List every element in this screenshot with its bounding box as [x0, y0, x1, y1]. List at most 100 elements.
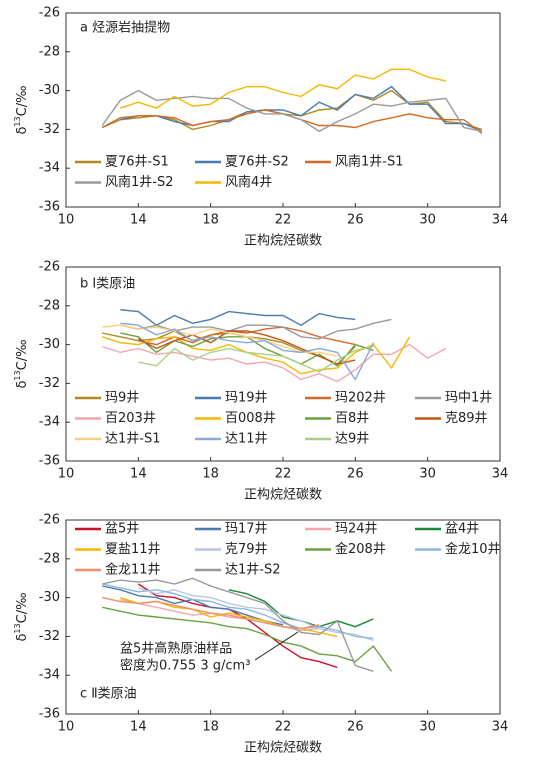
y-axis-label: δ13C/‰	[13, 85, 30, 134]
x-tick-label: 18	[202, 720, 219, 735]
series-line	[137, 583, 338, 669]
panel-title: b Ⅰ类原油	[80, 277, 135, 292]
y-tick-label: -26	[39, 6, 60, 21]
x-tick-label: 30	[419, 720, 436, 735]
y-tick-label: -30	[39, 337, 60, 352]
legend-label: 玛17井	[225, 522, 268, 537]
series-line	[101, 336, 411, 375]
x-tick-label: 18	[202, 467, 219, 482]
x-tick-label: 34	[492, 720, 509, 735]
series-line	[120, 85, 483, 132]
y-tick-label: -30	[39, 83, 60, 98]
legend-label: 玛19井	[225, 391, 268, 406]
x-tick-label: 30	[419, 467, 436, 482]
legend-label: 玛9井	[105, 391, 139, 406]
y-tick-label: -36	[39, 707, 60, 722]
legend-label: 盆5井	[105, 522, 139, 537]
y-tick-label: -28	[39, 44, 60, 59]
series-line	[101, 89, 483, 133]
legend-label: 达9井	[335, 432, 369, 447]
x-tick-label: 14	[130, 720, 147, 735]
y-tick-label: -32	[39, 122, 60, 137]
panel-title: c Ⅱ类原油	[80, 687, 137, 702]
series-line	[120, 309, 356, 327]
series-line	[102, 577, 374, 672]
y-tick-label: -34	[39, 668, 60, 683]
y-tick-label: -28	[39, 298, 60, 313]
legend-label: 盆4井	[445, 522, 479, 537]
legend-label: 克79井	[225, 542, 268, 557]
legend-label: 达11井	[225, 432, 268, 447]
y-axis-label: δ13C/‰	[13, 339, 30, 388]
legend-label: 风南4井	[225, 174, 272, 190]
y-axis-label-part: C/‰	[15, 339, 30, 370]
y-tick-label: -30	[39, 590, 60, 605]
x-tick-label: 14	[130, 213, 147, 228]
annotation-arrow	[254, 631, 299, 661]
series-line	[120, 322, 375, 381]
series-line	[102, 583, 374, 639]
x-tick-label: 22	[275, 213, 292, 228]
x-axis-label: 正构烷烃碳数	[244, 741, 322, 756]
legend-label: 玛中1井	[445, 391, 492, 406]
y-axis-label-part: C/‰	[15, 592, 30, 623]
annotation: 盆5井高熟原油样品	[120, 641, 232, 657]
legend-label: 达1井-S2	[225, 563, 281, 578]
y-tick-label: -34	[39, 415, 60, 430]
legend-label: 金龙11井	[105, 562, 161, 578]
x-tick-label: 10	[58, 467, 75, 482]
y-tick-label: -32	[39, 629, 60, 644]
legend-label: 夏76井-S2	[225, 155, 289, 170]
series-line	[120, 68, 446, 109]
x-tick-label: 10	[58, 213, 75, 228]
x-tick-label: 26	[347, 467, 364, 482]
series-line	[138, 345, 374, 373]
y-tick-label: -26	[39, 513, 60, 528]
legend-label: 百8井	[335, 411, 369, 426]
y-axis-label-part: δ	[15, 127, 30, 135]
panel: 10 14 18 22 26 30 34 -36 -34 -32 -30 -28 -26 正构烷烃碳数 δ1…	[13, 513, 509, 756]
panel-title: a 烃源岩抽提物	[80, 20, 170, 36]
legend-label: 百203井	[105, 411, 156, 426]
annotation: 密度为0.755 3 g/cm³	[120, 658, 250, 674]
legend-label: 玛202井	[335, 391, 386, 406]
legend-label: 风南1井-S1	[335, 154, 404, 170]
x-tick-label: 22	[275, 720, 292, 735]
x-tick-label: 34	[492, 213, 509, 228]
series-line	[101, 343, 447, 383]
x-axis-label: 正构烷烃碳数	[244, 234, 322, 249]
legend-label: 风南1井-S2	[105, 174, 174, 190]
y-axis-label-part: δ	[15, 381, 30, 389]
series-line	[120, 318, 392, 340]
series-line	[102, 596, 320, 630]
legend-label: 金208井	[335, 541, 386, 557]
y-axis-label-part: C/‰	[15, 85, 30, 116]
y-axis-label-part: δ	[15, 634, 30, 642]
y-tick-label: -36	[39, 454, 60, 469]
panel: 10 14 18 22 26 30 34 -36 -34 -32 -30 -28 -26 正构烷烃碳数 δ1…	[13, 260, 509, 503]
legend-label: 达1井-S1	[105, 432, 161, 447]
panel: 10 14 18 22 26 30 34 -36 -34 -32 -30 -28 -26 正构烷烃碳数 δ1…	[13, 6, 509, 249]
x-tick-label: 30	[419, 213, 436, 228]
y-axis-label-part: 13	[13, 370, 22, 380]
y-tick-label: -36	[39, 200, 60, 215]
legend-label: 金龙10井	[445, 541, 501, 557]
y-axis-label-part: 13	[13, 623, 22, 633]
legend-label: 玛24井	[335, 522, 378, 537]
y-tick-label: -34	[39, 161, 60, 176]
x-tick-label: 26	[347, 213, 364, 228]
series-line	[137, 330, 356, 365]
legend-label: 夏76井-S1	[105, 155, 169, 170]
series-line	[138, 587, 374, 641]
x-tick-label: 18	[202, 213, 219, 228]
x-tick-label: 26	[347, 720, 364, 735]
y-tick-label: -32	[39, 376, 60, 391]
legend-label: 克89井	[445, 411, 488, 426]
y-tick-label: -28	[39, 551, 60, 566]
y-axis-label-part: 13	[13, 116, 22, 126]
y-axis-label: δ13C/‰	[13, 592, 30, 641]
x-axis-label: 正构烷烃碳数	[244, 488, 322, 503]
x-tick-label: 22	[275, 467, 292, 482]
x-tick-label: 14	[130, 467, 147, 482]
